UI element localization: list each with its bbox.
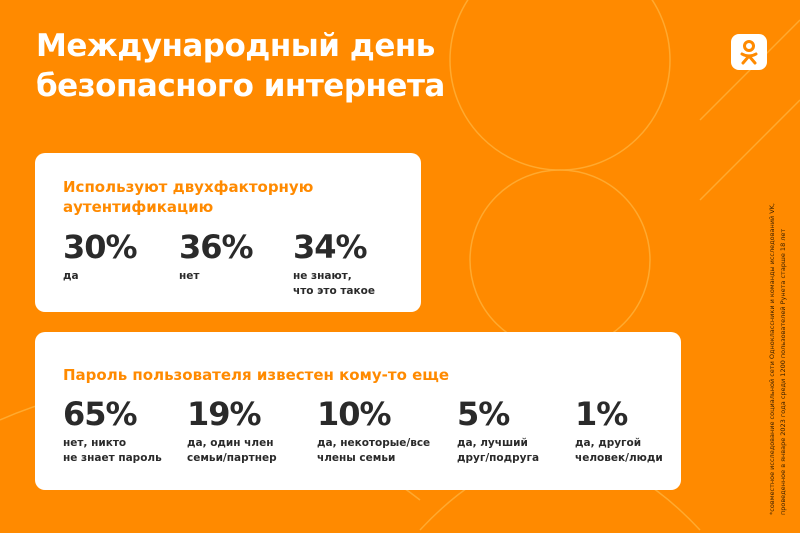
odnoklassniki-logo-icon	[731, 34, 767, 70]
stat-value: 65%	[63, 395, 138, 433]
stat-label: нет	[179, 270, 200, 282]
stat-value: 19%	[187, 395, 262, 433]
stat-item: 5% да, лучший друг/подруга	[457, 396, 539, 466]
stat-value: 10%	[317, 395, 392, 433]
footnote: *совместное исследование социальной сети…	[768, 203, 787, 515]
stat-label: да, лучший друг/подруга	[457, 437, 540, 464]
stat-item: 36% нет	[179, 228, 254, 284]
stat-item: 1% да, другой человек/люди	[575, 396, 663, 466]
stat-label: нет, никто не знает пароль	[63, 437, 162, 464]
page-title: Международный день безопасного интернета	[36, 28, 445, 104]
stat-value: 36%	[179, 228, 254, 266]
card-heading: Пароль пользователя известен кому-то еще	[63, 366, 450, 384]
stat-label: да, один член семьи/партнер	[187, 437, 277, 464]
stat-item: 10% да, некоторые/все члены семьи	[317, 396, 430, 466]
stat-label: да, другой человек/люди	[575, 437, 663, 464]
stat-item: 34% не знают, что это такое	[293, 229, 375, 299]
two-factor-auth-card: Используют двухфакторную аутентификацию …	[35, 153, 421, 312]
stat-label: да	[63, 270, 79, 282]
stat-label: не знают, что это такое	[293, 270, 375, 297]
stat-item: 30% да	[63, 228, 138, 284]
stat-value: 5%	[457, 395, 510, 433]
password-known-card: Пароль пользователя известен кому-то еще…	[35, 332, 681, 490]
stat-value: 34%	[293, 228, 368, 266]
stat-item: 65% нет, никто не знает пароль	[63, 396, 162, 466]
stat-value: 1%	[575, 395, 628, 433]
stat-value: 30%	[63, 228, 138, 266]
stat-item: 19% да, один член семьи/партнер	[187, 396, 277, 466]
card-heading: Используют двухфакторную аутентификацию	[63, 178, 314, 216]
stat-label: да, некоторые/все члены семьи	[317, 437, 431, 464]
